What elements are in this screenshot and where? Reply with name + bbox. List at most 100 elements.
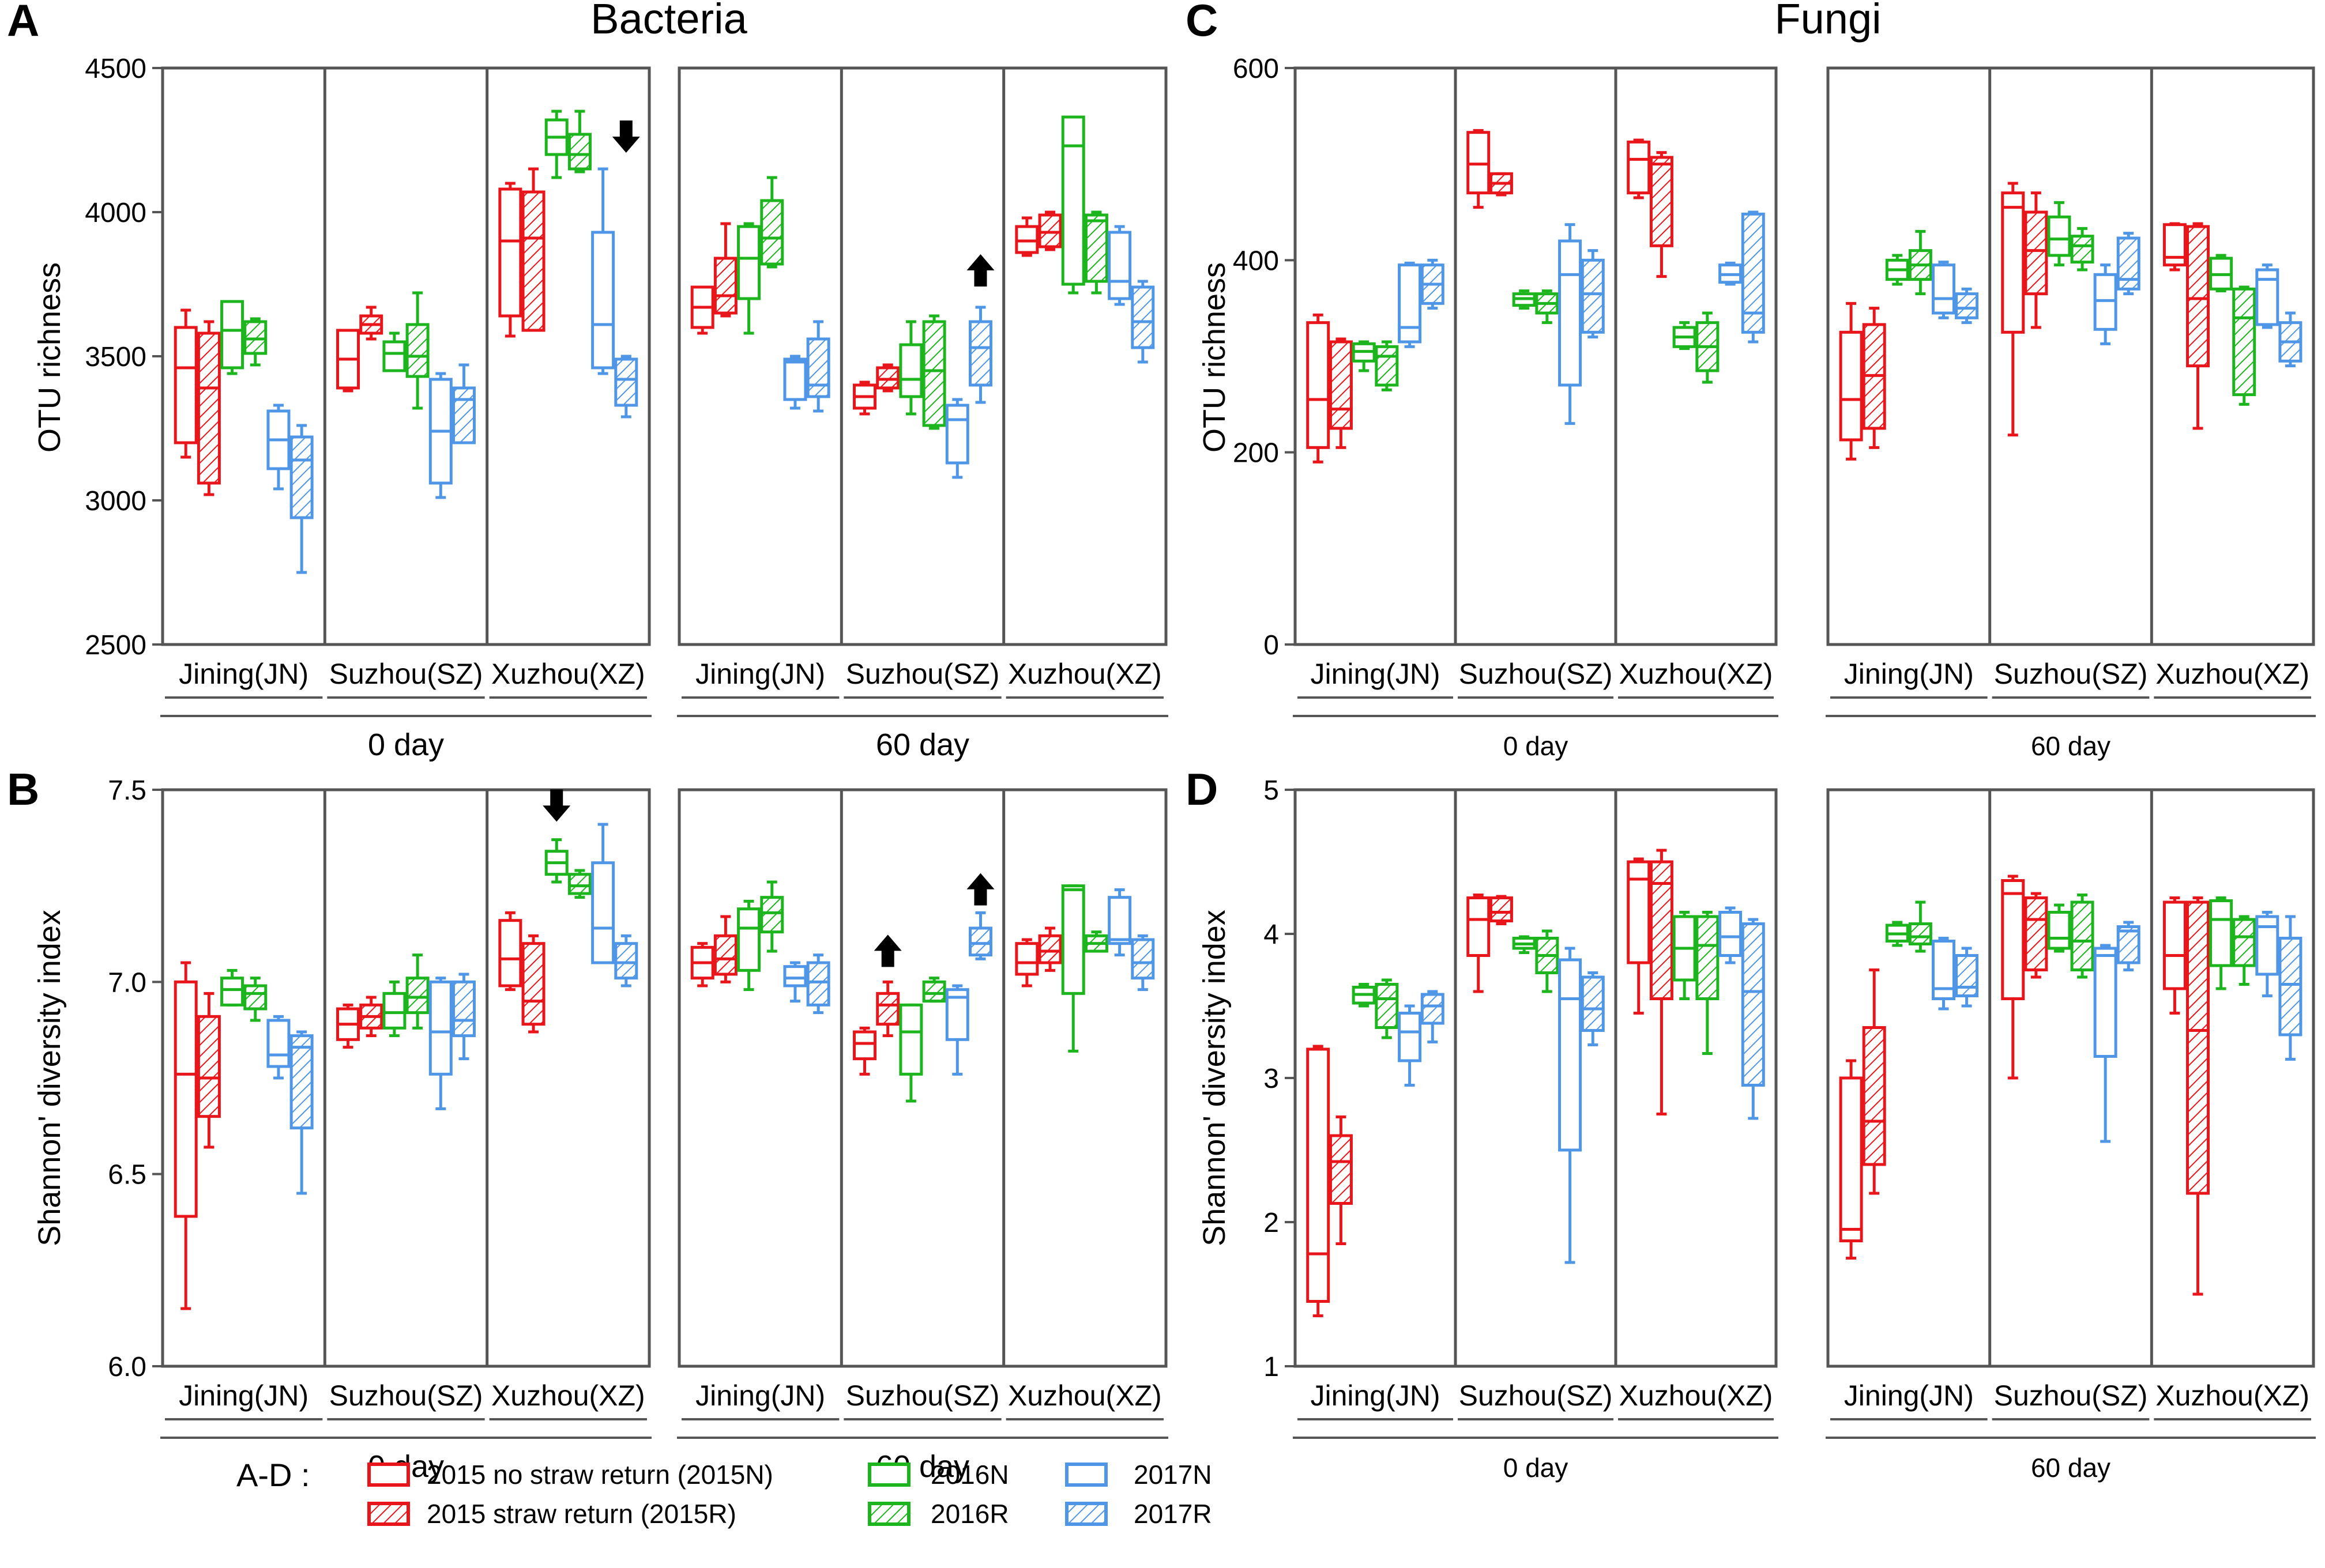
iqr-box: [1489, 896, 1513, 922]
panel-a-site-label: Xuzhou(XZ): [491, 658, 645, 690]
panel-d-box-2016r: [2070, 894, 2094, 979]
panel-d-box-2016r: [1535, 929, 1559, 993]
panel-d-box-2016n: [1885, 921, 1909, 947]
panel-a-site-label: Jining(JN): [695, 658, 825, 690]
panel-a-ylabel: OTU richness: [32, 262, 67, 453]
panel-b-ytick-label: 6.0: [108, 1352, 146, 1382]
panel-b-box-2015n: [690, 942, 714, 987]
panel-a-box-2016r: [1084, 210, 1108, 295]
iqr-box: [2278, 937, 2303, 1036]
panel-a-box-2016r: [760, 176, 784, 269]
panel-b-box-2015r: [197, 992, 221, 1149]
panel-c-box-2015n: [1466, 129, 1491, 209]
legend-swatch-2017n: [1065, 1463, 1108, 1487]
iqr-box: [1329, 340, 1353, 430]
panel-a-box-2016n: [544, 110, 569, 179]
panel-d-box-2016r: [1908, 900, 1932, 953]
panel-c-box-2017n: [1931, 261, 1955, 319]
iqr-box: [567, 873, 592, 895]
panel-b-site-label: Suzhou(SZ): [329, 1379, 483, 1412]
panel-b-box-2015n: [174, 961, 198, 1310]
legend: A-D : 2015 no straw return (2015N) 2015 …: [236, 1457, 1212, 1529]
panel-b-box-2015n: [853, 1026, 877, 1076]
panel-a-box-2017n: [266, 404, 291, 491]
panel-c-box-2015r: [2024, 191, 2048, 329]
panel-d-box-2015r: [2024, 892, 2048, 979]
arrow-up-icon: [874, 934, 902, 967]
panel-a-box-2015n: [1015, 216, 1039, 257]
panel-d-site-label: Suzhou(SZ): [1994, 1379, 2148, 1412]
panel-b-box-2016n: [737, 899, 761, 992]
panel-d-day-label: 60 day: [2031, 1453, 2110, 1483]
panel-c-box-2017r: [1581, 249, 1605, 339]
iqr-box: [1908, 922, 1932, 945]
iqr-box: [1862, 1026, 1886, 1166]
iqr-box: [1649, 156, 1673, 247]
panel-c-site-label: Jining(JN): [1844, 658, 1974, 690]
panel-d-box-2015r: [1329, 1115, 1353, 1245]
iqr-box: [968, 320, 992, 387]
iqr-box: [2001, 879, 2025, 1000]
iqr-box: [266, 1019, 291, 1068]
iqr-box: [591, 861, 615, 964]
panel-a-box-2015n: [174, 308, 198, 459]
iqr-box: [737, 225, 761, 300]
iqr-box: [783, 965, 807, 987]
iqr-box: [289, 435, 314, 519]
panel-a-box-2015n: [498, 182, 522, 338]
iqr-box: [2047, 215, 2071, 257]
panel-c-site-label: Suzhou(SZ): [1459, 658, 1613, 690]
iqr-box: [1955, 292, 1979, 319]
panel-a-box-2017r: [289, 424, 314, 574]
panel-a-box-2016r: [567, 110, 592, 174]
panel-b-box-2016n: [544, 838, 569, 884]
iqr-box: [2024, 210, 2048, 296]
panel-d-site-label: Xuzhou(XZ): [2155, 1379, 2309, 1412]
panel-a-box-2017n: [945, 398, 969, 479]
legend-swatch-2017r: [1065, 1502, 1108, 1526]
panel-b-box-2016n: [899, 1003, 923, 1103]
panel-d-site-label: Suzhou(SZ): [1459, 1379, 1613, 1412]
panel-c-box-2016n: [2047, 201, 2071, 267]
panel-b-box-2016r: [922, 977, 946, 1003]
panel-a-frame: [678, 66, 1168, 646]
panel-d-ytick-label: 3: [1263, 1064, 1279, 1094]
iqr-box: [1084, 213, 1108, 283]
panel-d-box-2015r: [1489, 895, 1513, 925]
panel-c-box-2016r: [1695, 311, 1720, 384]
panel-a-box-2017n: [1108, 225, 1132, 306]
panel-c-box-2017r: [1955, 287, 1979, 325]
iqr-box: [806, 961, 830, 1007]
iqr-box: [1581, 975, 1605, 1032]
panel-b-box-2016n: [220, 968, 244, 1007]
panel-a-box-2017r: [452, 363, 476, 444]
legend-label-2015r: 2015 straw return (2015R): [427, 1499, 736, 1529]
iqr-box: [1695, 915, 1720, 1000]
iqr-box: [220, 977, 244, 1007]
panel-a-ytick-label: 2500: [85, 630, 146, 661]
iqr-box: [1061, 115, 1085, 286]
panel-c-ytick-label: 0: [1263, 630, 1279, 661]
iqr-box: [1375, 345, 1399, 387]
iqr-box: [174, 980, 198, 1218]
iqr-box: [945, 404, 969, 465]
panel-c-day-label: 0 day: [1503, 731, 1568, 761]
iqr-box: [1108, 231, 1132, 300]
iqr-box: [1741, 922, 1765, 1087]
panel-d-box-2016r: [1375, 978, 1399, 1039]
panel-d-site-label: Jining(JN): [1310, 1379, 1440, 1412]
iqr-box: [2093, 947, 2117, 1058]
legend-label-2017n: 2017N: [1134, 1460, 1212, 1490]
panel-title-fungi: Fungi: [1774, 0, 1881, 43]
panel-d-box-2016n: [1352, 983, 1376, 1008]
panel-letter-d: D: [1186, 764, 1218, 815]
legend-swatch-2015n: [367, 1463, 410, 1487]
panel-d-box-2015r: [1649, 849, 1673, 1115]
iqr-box: [2116, 925, 2140, 964]
panel-b-box-2017n: [266, 1015, 291, 1080]
iqr-box: [1015, 942, 1039, 976]
panel-c-box-2017n: [2093, 263, 2117, 345]
iqr-box: [1329, 1134, 1353, 1205]
iqr-box: [1420, 993, 1444, 1025]
